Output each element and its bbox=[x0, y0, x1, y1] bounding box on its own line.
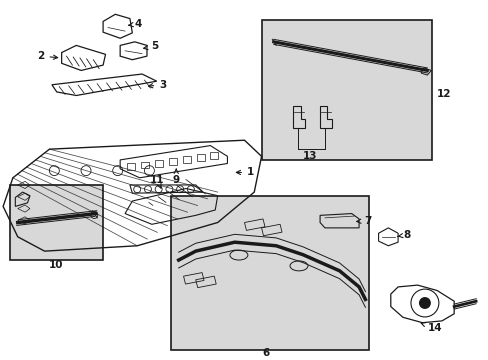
Bar bbox=[183, 156, 190, 163]
Bar bbox=[127, 163, 135, 170]
Bar bbox=[168, 158, 177, 165]
Bar bbox=[141, 162, 149, 168]
Bar bbox=[155, 159, 163, 167]
Text: 13: 13 bbox=[303, 151, 317, 161]
Text: 2: 2 bbox=[37, 51, 58, 61]
Text: 6: 6 bbox=[262, 348, 269, 358]
Text: 8: 8 bbox=[397, 230, 409, 240]
Bar bbox=[10, 185, 103, 260]
Bar bbox=[210, 152, 218, 159]
Text: 9: 9 bbox=[172, 169, 180, 185]
Bar bbox=[171, 196, 368, 350]
Text: 4: 4 bbox=[128, 19, 142, 29]
Text: 12: 12 bbox=[436, 89, 451, 99]
Text: 11: 11 bbox=[149, 175, 163, 188]
Text: 7: 7 bbox=[356, 216, 370, 226]
Text: 10: 10 bbox=[48, 260, 63, 270]
Circle shape bbox=[418, 297, 430, 309]
Bar bbox=[261, 21, 431, 160]
Bar bbox=[196, 154, 204, 161]
Text: 14: 14 bbox=[420, 323, 441, 333]
Text: 5: 5 bbox=[143, 41, 158, 51]
Text: 1: 1 bbox=[236, 167, 254, 177]
Text: 3: 3 bbox=[148, 80, 166, 90]
